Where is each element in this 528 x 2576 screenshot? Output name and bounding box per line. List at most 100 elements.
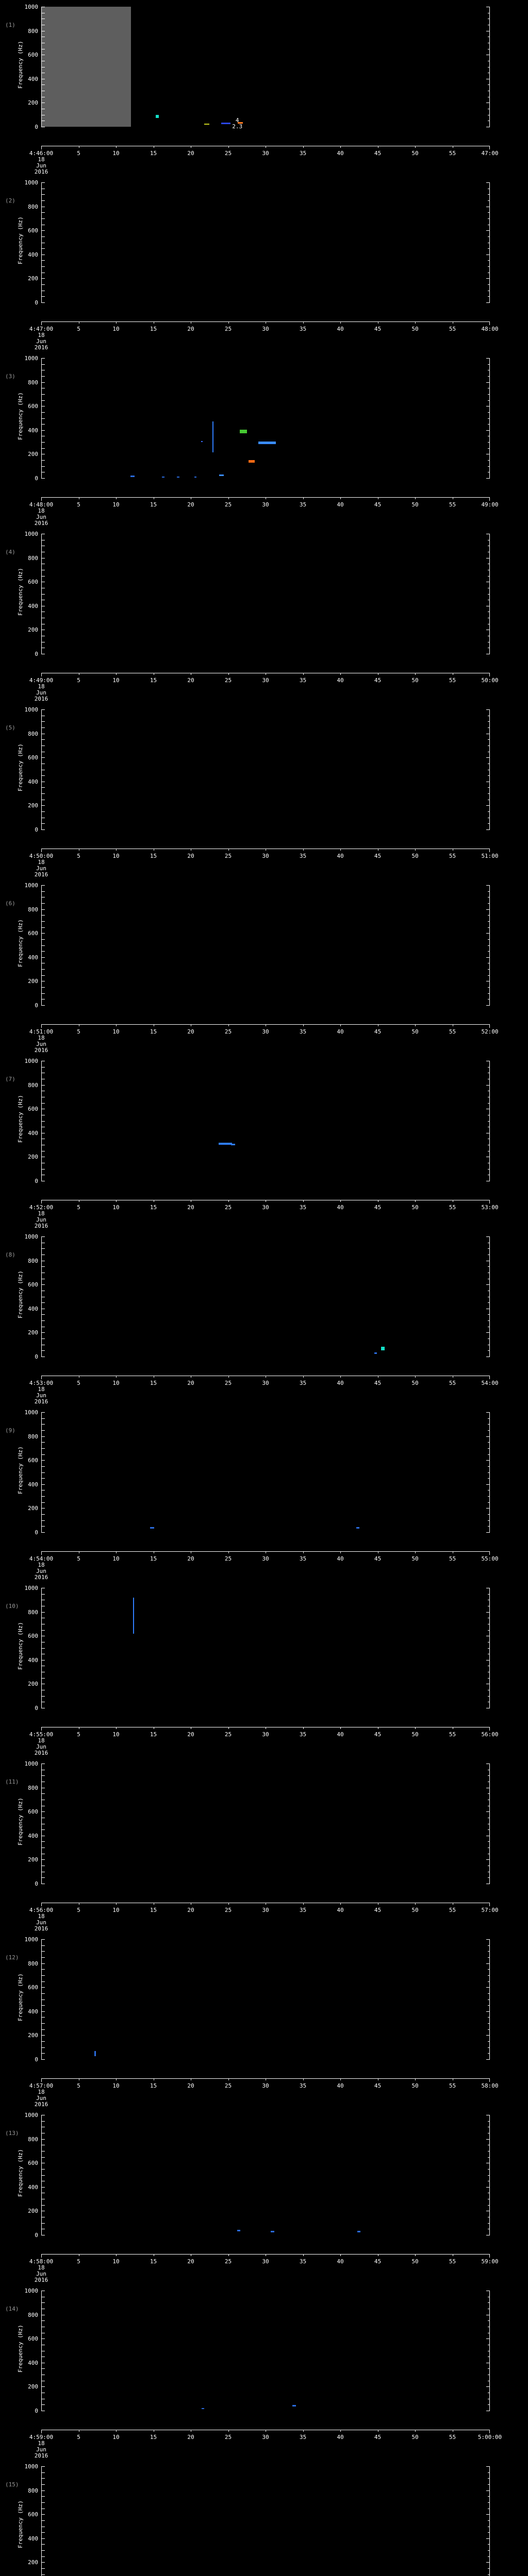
y-tick-label: 800 bbox=[28, 730, 38, 737]
y-axis-right bbox=[486, 885, 490, 1006]
x-tick-label: 40 bbox=[337, 677, 344, 684]
y-tick bbox=[488, 2484, 490, 2485]
x-tick-label: 40 bbox=[337, 1204, 344, 1211]
y-tick bbox=[488, 460, 490, 461]
y-tick bbox=[41, 1999, 45, 2000]
x-tick-label: 55 bbox=[449, 326, 456, 332]
y-tick-label: 400 bbox=[28, 2535, 38, 2542]
y-tick bbox=[41, 1496, 45, 1497]
y-tick bbox=[41, 2059, 45, 2060]
x-tick-label: 20 bbox=[187, 1204, 194, 1211]
x-axis-date-stack: 18 Jun 2016 bbox=[35, 684, 48, 702]
x-axis bbox=[41, 497, 490, 501]
x-tick-label: 40 bbox=[337, 1028, 344, 1035]
y-tick-label: 400 bbox=[28, 2008, 38, 2015]
y-tick bbox=[41, 721, 45, 722]
x-axis-endcap bbox=[41, 1551, 42, 1555]
y-tick-labels: 0 200 400 600 800 1000 bbox=[14, 1937, 39, 2062]
x-tick bbox=[303, 2254, 304, 2256]
y-tick bbox=[488, 1981, 490, 1982]
y-tick bbox=[41, 1975, 45, 1976]
x-axis-start-label: 4:54:00 bbox=[29, 1555, 54, 1562]
x-tick-label: 35 bbox=[299, 501, 307, 508]
y-tick bbox=[41, 284, 45, 285]
y-tick bbox=[41, 2538, 45, 2539]
x-tick-label: 15 bbox=[150, 2082, 157, 2089]
y-tick bbox=[488, 1338, 490, 1340]
x-tick bbox=[415, 1727, 416, 1729]
x-tick-label: 5 bbox=[77, 2258, 80, 2265]
y-axis-left bbox=[41, 534, 45, 654]
y-tick bbox=[41, 1775, 45, 1776]
y-tick bbox=[488, 400, 490, 401]
y-tick bbox=[486, 1811, 490, 1812]
detection-mark bbox=[94, 2050, 96, 2056]
y-tick bbox=[488, 921, 490, 922]
y-tick bbox=[488, 939, 490, 940]
y-tick bbox=[41, 2484, 45, 2485]
y-tick bbox=[488, 194, 490, 195]
detection-mark bbox=[201, 2408, 204, 2409]
y-tick bbox=[41, 957, 45, 958]
y-tick bbox=[41, 1424, 45, 1425]
detection-annotation: 4 2.3 bbox=[232, 117, 242, 130]
y-tick bbox=[41, 1951, 45, 1952]
x-tick-label: 20 bbox=[187, 853, 194, 859]
detection-mark bbox=[219, 474, 224, 476]
y-tick-label: 0 bbox=[35, 299, 38, 306]
x-axis-date-stack: 18 Jun 2016 bbox=[35, 1738, 48, 1756]
x-tick-label: 35 bbox=[299, 2434, 307, 2441]
x-tick-label: 45 bbox=[374, 1731, 382, 1738]
y-tick-label: 400 bbox=[28, 954, 38, 961]
plot-area bbox=[41, 182, 490, 303]
plot-area bbox=[41, 1412, 490, 1533]
y-tick bbox=[41, 1945, 45, 1946]
y-tick bbox=[488, 2368, 490, 2369]
y-tick bbox=[488, 296, 490, 297]
y-tick-label: 0 bbox=[35, 1353, 38, 1360]
y-tick bbox=[488, 1999, 490, 2000]
y-tick-label: 800 bbox=[28, 554, 38, 562]
y-tick-label: 200 bbox=[28, 2559, 38, 2566]
y-tick-label: 200 bbox=[28, 1856, 38, 1863]
y-tick-label: 800 bbox=[28, 906, 38, 913]
x-tick bbox=[228, 321, 229, 324]
x-tick bbox=[228, 2078, 229, 2080]
y-tick bbox=[488, 1841, 490, 1842]
y-tick bbox=[486, 1332, 490, 1333]
x-axis-endcap bbox=[41, 2078, 42, 2082]
x-tick bbox=[228, 1903, 229, 1905]
plot-inner bbox=[41, 182, 490, 302]
date-line: 2016 bbox=[34, 871, 48, 878]
x-tick-label: 35 bbox=[299, 677, 307, 684]
y-tick-label: 800 bbox=[28, 1784, 38, 1791]
date-line: 18 bbox=[38, 1913, 45, 1920]
y-tick bbox=[488, 1302, 490, 1303]
x-tick-label: 5 bbox=[77, 1380, 80, 1386]
y-tick bbox=[41, 709, 45, 710]
y-tick bbox=[488, 1520, 490, 1521]
y-tick bbox=[41, 1859, 45, 1860]
date-line: 18 bbox=[38, 1386, 45, 1393]
x-axis-endcap bbox=[489, 673, 490, 676]
y-tick bbox=[41, 394, 45, 395]
y-tick bbox=[488, 2157, 490, 2158]
x-tick bbox=[116, 849, 117, 851]
x-axis-endcap bbox=[489, 1200, 490, 1204]
x-tick-labels: 4:58:00 5 10 15 20 25 30 35 40 45 50 55 59:00 bbox=[0, 2259, 528, 2266]
y-tick-labels: 0 200 400 600 800 1000 bbox=[14, 707, 39, 833]
date-line: 18 bbox=[38, 1737, 45, 1744]
detection-mark bbox=[218, 1143, 232, 1145]
y-tick bbox=[488, 1320, 490, 1321]
plot-inner bbox=[41, 709, 490, 829]
y-tick bbox=[488, 1424, 490, 1425]
y-tick bbox=[41, 1121, 45, 1122]
date-line: 18 bbox=[38, 507, 45, 514]
date-line: 2016 bbox=[34, 1047, 48, 1054]
x-tick bbox=[228, 1376, 229, 1378]
y-tick bbox=[41, 1466, 45, 1467]
y-tick bbox=[488, 945, 490, 946]
y-tick bbox=[41, 1084, 45, 1086]
x-tick-label: 40 bbox=[337, 2258, 344, 2265]
x-tick-label: 20 bbox=[187, 677, 194, 684]
